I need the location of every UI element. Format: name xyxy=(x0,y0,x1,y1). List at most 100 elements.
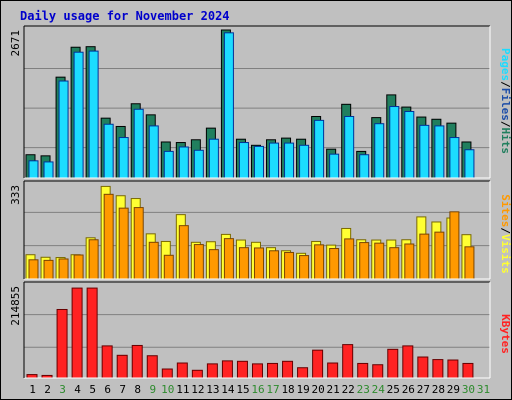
bar-visits-sites-sites-day-27 xyxy=(419,233,430,280)
bar-hits-files-pages-files-day-15 xyxy=(238,142,249,179)
side-legend-separator: / xyxy=(499,81,511,88)
bar-visits-sites-sites-day-9 xyxy=(148,241,159,280)
bar-kbytes-kbytes-day-17 xyxy=(267,362,279,379)
day-label-23: 23 xyxy=(357,383,370,396)
bar-kbytes-kbytes-day-21 xyxy=(327,362,339,379)
bar-visits-sites-sites-day-8 xyxy=(133,207,144,280)
bar-hits-files-pages-files-day-28 xyxy=(434,125,445,179)
bar-kbytes-kbytes-day-27 xyxy=(417,356,429,379)
day-label-18: 18 xyxy=(281,383,294,396)
day-label-7: 7 xyxy=(119,383,126,396)
bar-kbytes-kbytes-day-23 xyxy=(357,362,369,379)
bar-kbytes-kbytes-day-16 xyxy=(251,363,263,379)
bar-hits-files-pages-files-day-3 xyxy=(58,80,69,179)
day-label-14: 14 xyxy=(221,383,235,396)
day-label-17: 17 xyxy=(266,383,279,396)
bar-visits-sites-sites-day-21 xyxy=(329,248,340,280)
day-label-22: 22 xyxy=(342,383,355,396)
day-label-3: 3 xyxy=(59,383,66,396)
day-label-28: 28 xyxy=(432,383,445,396)
bar-hits-files-pages-files-day-24 xyxy=(374,123,385,179)
bar-kbytes-kbytes-day-8 xyxy=(131,344,143,379)
bar-hits-files-pages-files-day-4 xyxy=(73,51,84,179)
bar-hits-files-pages-files-day-1 xyxy=(28,160,39,179)
bar-kbytes-kbytes-day-6 xyxy=(101,345,113,379)
bar-kbytes-kbytes-day-30 xyxy=(462,362,474,379)
day-label-10: 10 xyxy=(161,383,174,396)
side-legend-label-hits: Hits xyxy=(499,128,511,155)
bar-visits-sites-sites-day-12 xyxy=(193,244,204,280)
bar-visits-sites-sites-day-26 xyxy=(404,243,415,280)
day-label-9: 9 xyxy=(149,383,156,396)
day-label-24: 24 xyxy=(372,383,386,396)
day-label-12: 12 xyxy=(191,383,204,396)
bar-kbytes-kbytes-day-10 xyxy=(161,368,173,379)
bar-kbytes-kbytes-day-1 xyxy=(26,374,38,379)
bar-hits-files-pages-files-day-22 xyxy=(344,115,355,179)
day-label-21: 21 xyxy=(327,383,340,396)
side-legend-kbytes: KBytes xyxy=(499,314,511,354)
bar-hits-files-pages-files-day-18 xyxy=(284,142,295,179)
bar-visits-sites-sites-day-18 xyxy=(284,251,295,280)
day-label-27: 27 xyxy=(417,383,430,396)
bar-kbytes-kbytes-day-25 xyxy=(387,348,399,379)
bar-kbytes-kbytes-day-3 xyxy=(56,308,68,379)
bar-visits-sites-sites-day-30 xyxy=(464,246,475,280)
bar-visits-sites-sites-day-11 xyxy=(178,225,189,280)
bar-hits-files-pages-files-day-17 xyxy=(269,142,280,179)
bar-kbytes-kbytes-day-5 xyxy=(86,287,98,379)
side-legend-hits-files-pages: Pages/Files/Hits xyxy=(499,48,511,154)
bar-hits-files-pages-files-day-8 xyxy=(133,108,144,179)
bar-kbytes-kbytes-day-29 xyxy=(447,359,459,379)
bar-kbytes-kbytes-day-28 xyxy=(432,359,444,379)
bar-visits-sites-sites-day-5 xyxy=(88,239,99,280)
bar-kbytes-kbytes-day-13 xyxy=(206,363,218,379)
bar-visits-sites-sites-day-28 xyxy=(434,231,445,280)
day-label-15: 15 xyxy=(236,383,249,396)
bar-hits-files-pages-files-day-10 xyxy=(163,150,174,179)
day-label-11: 11 xyxy=(176,383,189,396)
y-max-label-hits-files-pages: 2671 xyxy=(9,30,22,57)
bar-hits-files-pages-files-day-25 xyxy=(389,106,400,179)
day-label-13: 13 xyxy=(206,383,219,396)
bar-visits-sites-sites-day-25 xyxy=(389,247,400,280)
bar-visits-sites-sites-day-7 xyxy=(118,207,129,280)
y-max-label-kbytes: 214855 xyxy=(9,286,22,326)
bar-hits-files-pages-files-day-6 xyxy=(103,123,114,179)
bar-hits-files-pages-files-day-9 xyxy=(148,125,159,179)
bar-kbytes-kbytes-day-9 xyxy=(146,355,158,379)
bar-hits-files-pages-files-day-19 xyxy=(299,144,310,179)
side-legend-label-sites: Sites xyxy=(499,194,511,227)
bar-visits-sites-sites-day-14 xyxy=(223,238,234,280)
bar-kbytes-kbytes-day-14 xyxy=(221,360,233,379)
side-legend-label-visits: Visits xyxy=(499,234,511,274)
day-label-20: 20 xyxy=(312,383,325,396)
bar-hits-files-pages-files-day-23 xyxy=(359,154,370,179)
bar-hits-files-pages-files-day-20 xyxy=(314,119,325,179)
bar-hits-files-pages-files-day-27 xyxy=(419,124,430,179)
bar-hits-files-pages-files-day-11 xyxy=(178,146,189,179)
bar-visits-sites-sites-day-15 xyxy=(238,247,249,280)
bar-visits-sites-sites-day-1 xyxy=(28,259,39,280)
day-label-26: 26 xyxy=(402,383,415,396)
y-max-label-visits-sites: 333 xyxy=(9,185,22,205)
day-label-5: 5 xyxy=(89,383,96,396)
bar-kbytes-kbytes-day-20 xyxy=(312,349,324,379)
bar-visits-sites-sites-day-13 xyxy=(208,249,219,280)
bar-visits-sites-sites-day-16 xyxy=(253,247,264,280)
day-label-29: 29 xyxy=(447,383,460,396)
bar-hits-files-pages-files-day-26 xyxy=(404,111,415,179)
bar-kbytes-kbytes-day-22 xyxy=(342,344,354,379)
bar-kbytes-kbytes-day-26 xyxy=(402,345,414,379)
bar-visits-sites-sites-day-23 xyxy=(359,242,370,280)
bar-kbytes-kbytes-day-4 xyxy=(71,287,83,379)
side-legend-separator: / xyxy=(499,227,511,234)
bar-kbytes-kbytes-day-11 xyxy=(176,362,188,379)
day-label-4: 4 xyxy=(74,383,81,396)
chart-title: Daily usage for November 2024 xyxy=(20,9,230,23)
side-legend-label-pages: Pages xyxy=(499,48,511,81)
side-legend-label-kbytes: KBytes xyxy=(499,314,511,354)
bar-visits-sites-sites-day-6 xyxy=(103,193,114,280)
bar-visits-sites-sites-day-19 xyxy=(299,255,310,280)
